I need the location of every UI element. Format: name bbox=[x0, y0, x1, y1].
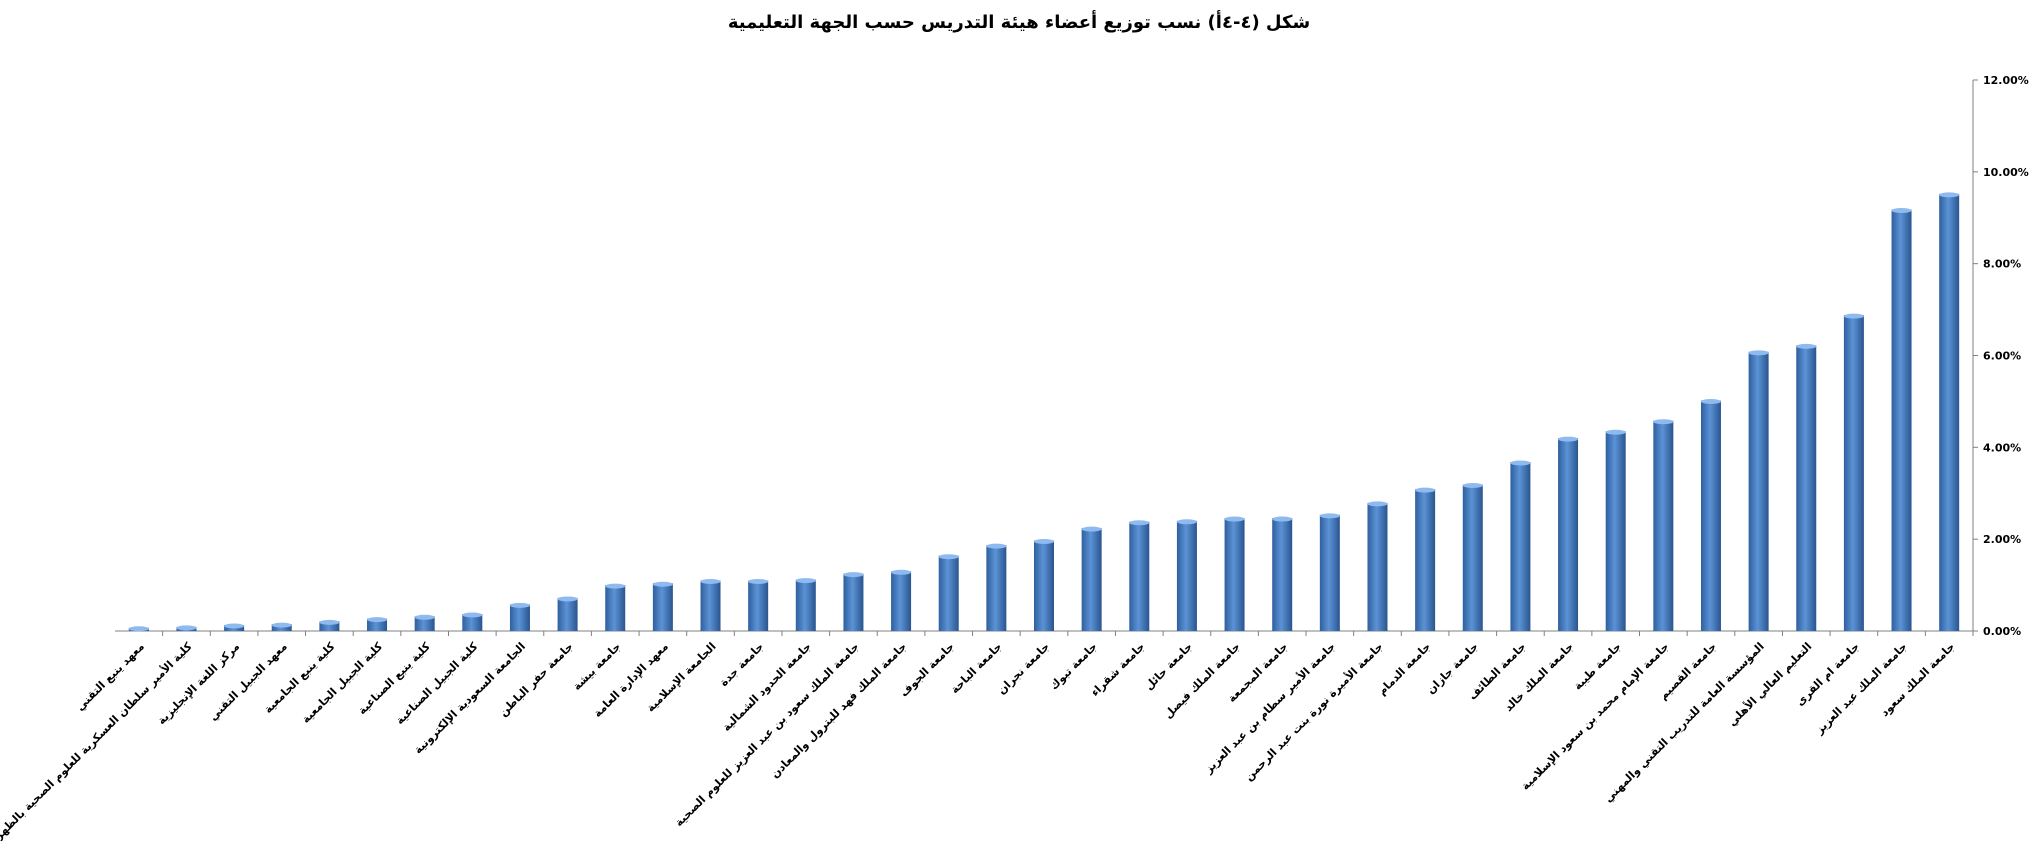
y-tick-label: 8.00% bbox=[1983, 258, 2021, 271]
category-label: معهد الجبيل التقني bbox=[207, 640, 290, 723]
bar bbox=[1034, 540, 1054, 631]
y-tick-label: 6.00% bbox=[1983, 350, 2021, 363]
bar bbox=[1796, 345, 1817, 631]
category-label: كلية الجبيل الجامعية bbox=[299, 640, 385, 726]
bar-cap bbox=[367, 617, 388, 623]
bar-cap bbox=[1415, 487, 1436, 493]
chart-title: شكل (٤-٤أ) نسب توزيع أعضاء هيئة التدريس … bbox=[727, 12, 1311, 33]
bar-cap bbox=[1081, 526, 1102, 532]
bar bbox=[557, 597, 578, 631]
bar bbox=[1939, 193, 1960, 631]
bar bbox=[748, 580, 769, 631]
bar-cap bbox=[1367, 501, 1388, 507]
bar bbox=[1605, 431, 1626, 631]
bar-cap bbox=[1319, 513, 1340, 519]
bar bbox=[652, 583, 673, 631]
bar bbox=[1891, 209, 1912, 632]
bar-cap bbox=[1700, 398, 1721, 404]
category-label: جامعة حائل bbox=[1142, 640, 1195, 693]
bar-cap bbox=[1605, 429, 1626, 435]
bar-cap bbox=[509, 602, 530, 608]
bar bbox=[1176, 520, 1197, 631]
bar bbox=[509, 604, 530, 631]
bar bbox=[1462, 484, 1483, 631]
bar bbox=[1272, 518, 1293, 631]
bar bbox=[462, 614, 483, 631]
bar bbox=[1653, 420, 1674, 631]
category-label: جامعة الحدود الشمالية bbox=[720, 640, 814, 734]
bar bbox=[938, 555, 959, 631]
bar-cap bbox=[319, 619, 340, 625]
bar bbox=[1367, 502, 1388, 631]
y-tick-labels: 0.00% 2.00% 4.00% 6.00% 8.00% 10.00% 12.00% bbox=[1983, 74, 2029, 638]
category-label: كلية الأمير سلطان العسكرية للعلوم الصحية… bbox=[0, 639, 195, 841]
bar bbox=[1843, 315, 1864, 631]
bar bbox=[414, 616, 435, 631]
bar-cap bbox=[557, 596, 578, 602]
bar-cap bbox=[938, 554, 959, 560]
bar bbox=[1319, 514, 1340, 631]
bar bbox=[1748, 351, 1769, 631]
bar bbox=[1558, 438, 1579, 631]
bar bbox=[986, 545, 1007, 631]
bar-cap bbox=[224, 623, 245, 629]
bar-cap bbox=[1796, 343, 1817, 349]
bar-cap bbox=[414, 614, 435, 620]
bar-cap bbox=[1176, 519, 1197, 525]
bar-cap bbox=[1653, 419, 1674, 425]
bar-cap bbox=[1272, 516, 1293, 522]
bar-cap bbox=[1558, 436, 1579, 442]
bar bbox=[1415, 489, 1436, 631]
category-label: كلية الجبيل الصناعية bbox=[393, 640, 481, 728]
bar-cap bbox=[1510, 460, 1531, 466]
bar bbox=[319, 621, 340, 631]
y-tick-label: 0.00% bbox=[1983, 625, 2021, 638]
y-tick-label: 10.00% bbox=[1983, 166, 2029, 179]
bar-cap bbox=[795, 578, 816, 584]
bar-cap bbox=[748, 578, 769, 584]
bar bbox=[605, 585, 626, 631]
bar-cap bbox=[462, 612, 483, 618]
bar-cap bbox=[843, 572, 864, 578]
category-label: مركز اللغة الإنجليزية bbox=[155, 640, 242, 727]
bar bbox=[795, 579, 816, 631]
bar-cap bbox=[891, 569, 912, 575]
bar-cap bbox=[605, 583, 626, 589]
y-tick-label: 2.00% bbox=[1983, 533, 2021, 546]
bar-cap bbox=[1891, 207, 1912, 213]
y-tick-label: 12.00% bbox=[1983, 74, 2029, 87]
bar-cap bbox=[271, 622, 292, 628]
bar-cap bbox=[1462, 483, 1483, 489]
bar bbox=[1700, 400, 1721, 631]
bar bbox=[843, 573, 864, 631]
bar-cap bbox=[1224, 516, 1245, 522]
bar-cap bbox=[986, 543, 1007, 549]
bar-cap bbox=[1748, 350, 1769, 356]
bar-cap bbox=[176, 625, 197, 631]
bar-cap bbox=[128, 626, 149, 632]
bar bbox=[1081, 528, 1102, 631]
bar bbox=[1224, 518, 1245, 631]
bar-cap bbox=[700, 578, 721, 584]
bar bbox=[1129, 521, 1150, 631]
bar bbox=[1510, 462, 1531, 631]
category-label: التعليم العالي الأهلي bbox=[1725, 639, 1815, 729]
bar-cap bbox=[1129, 520, 1150, 526]
y-tick-label: 4.00% bbox=[1983, 441, 2021, 454]
bar bbox=[700, 580, 721, 631]
category-label: جامعة تبوك bbox=[1047, 640, 1099, 692]
category-label: جامعة الملك عبد العزيز bbox=[1812, 640, 1909, 737]
category-label: جامعة طيبة bbox=[1571, 640, 1624, 693]
category-label: جامعة جدة bbox=[717, 640, 766, 689]
bar-cap bbox=[1843, 313, 1864, 319]
bars bbox=[128, 192, 1960, 632]
bar-cap bbox=[652, 581, 673, 587]
bar bbox=[891, 571, 912, 631]
bar-cap bbox=[1034, 539, 1054, 545]
category-label: جامعة الملك سعود بن عبد العزيز للعلوم ال… bbox=[672, 640, 861, 829]
bar-cap bbox=[1939, 192, 1960, 198]
